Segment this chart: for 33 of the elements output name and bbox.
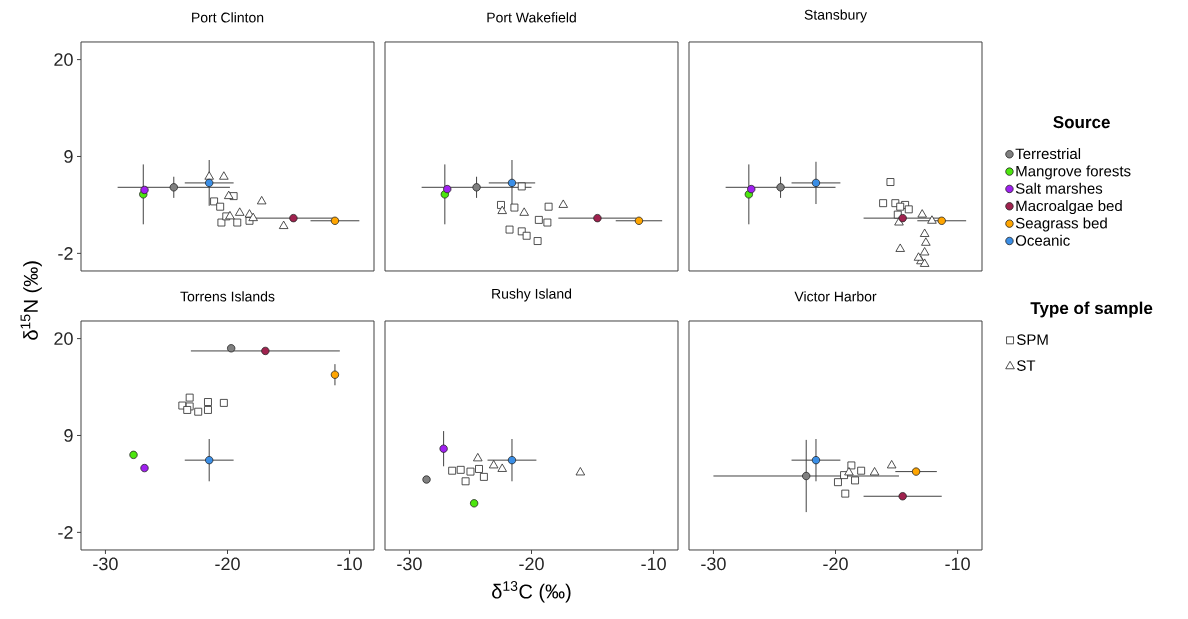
x-tick-label: -20 xyxy=(519,557,544,571)
y-tick-label: 9 xyxy=(64,429,73,442)
legend-label: Salt marshes xyxy=(1015,182,1103,194)
x-tick-label: -10 xyxy=(337,557,362,571)
chart-title: Stansbury xyxy=(804,9,867,23)
x-tick-label: -30 xyxy=(701,557,726,571)
y-axis-title: δ$^{15}$N (‰) xyxy=(20,261,42,340)
chart-title: Victor Harbor xyxy=(794,291,877,302)
chart-title: Port Wakefield xyxy=(487,12,576,23)
x-tick-label: -30 xyxy=(93,557,118,571)
legend-label: SPM xyxy=(1017,334,1048,345)
x-tick-label: -20 xyxy=(215,557,240,571)
x-tick-label: -20 xyxy=(823,557,848,571)
chart-title: Torrens Islands xyxy=(180,291,275,302)
chart-title: Port Clinton xyxy=(192,12,264,23)
y-tick-label: 9 xyxy=(64,150,73,163)
legend-title: Source xyxy=(1053,116,1110,129)
y-tick-label: 20 xyxy=(54,332,73,345)
x-tick-label: -30 xyxy=(397,557,422,571)
y-tick-label: -2 xyxy=(58,526,73,539)
y-tick-label: 20 xyxy=(54,53,73,66)
legend-label: Oceanic xyxy=(1015,234,1070,246)
legend-label: Terrestrial xyxy=(1015,148,1081,160)
legend-label: Seagrass bed xyxy=(1015,217,1107,232)
legend-label: Macroalgae bed xyxy=(1016,200,1122,215)
x-tick-label: -10 xyxy=(945,557,970,571)
x-axis-title: δ$^{13}$C (‰) xyxy=(492,581,571,603)
legend-label: Mangrove forests xyxy=(1016,165,1131,180)
legend-title: Type of sample xyxy=(1030,301,1153,318)
x-tick-label: -10 xyxy=(641,557,666,571)
chart-title: Rushy Island xyxy=(492,288,572,302)
y-tick-label: -2 xyxy=(58,247,73,260)
legend-label: ST xyxy=(1017,360,1036,371)
